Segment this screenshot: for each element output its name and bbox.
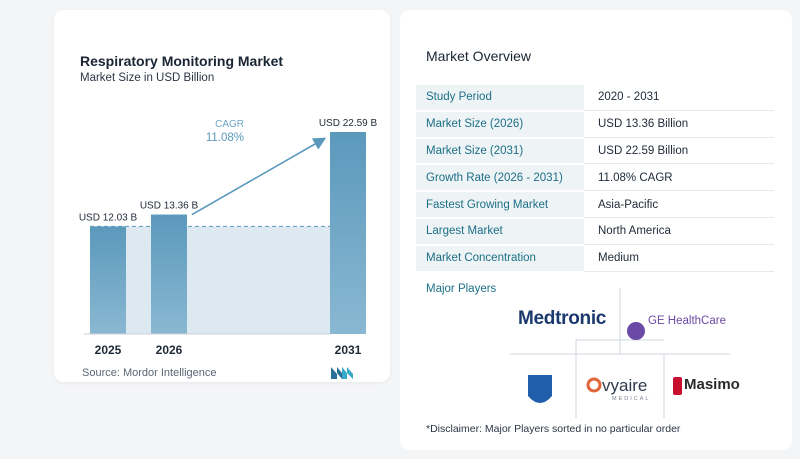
philips-logo: PHILIPS	[528, 367, 554, 374]
data-label-2026: USD 13.36 B	[140, 201, 199, 212]
table-row: Study Period 2020 - 2031	[416, 85, 774, 112]
bar-2031	[330, 132, 366, 334]
row-label: Market Size (2031)	[416, 138, 584, 165]
row-label: Largest Market	[416, 218, 584, 245]
row-label: Growth Rate (2026 - 2031)	[416, 165, 584, 192]
cagr-arrow	[191, 137, 327, 216]
row-value: Medium	[584, 246, 774, 272]
chart-title: Respiratory Monitoring Market	[80, 53, 284, 69]
table-row: Growth Rate (2026 - 2031) 11.08% CAGR	[416, 165, 774, 193]
major-players-title: Major Players	[426, 283, 497, 295]
row-value: Asia-Pacific	[584, 192, 774, 218]
source-note: Source: Mordor Intelligence	[82, 367, 217, 379]
medtronic-logo: Medtronic	[518, 308, 607, 329]
row-label: Market Size (2026)	[416, 111, 584, 138]
tick-label-2031: 2031	[335, 343, 362, 357]
bar-chart: CAGR 11.08% USD 12.03 B 2025 USD 13.36 B 20…	[79, 118, 378, 357]
tick-label-2025: 2025	[95, 343, 122, 357]
row-value: North America	[584, 219, 774, 245]
table-row: Fastest Growing Market Asia-Pacific	[416, 192, 774, 219]
market-overview-panel: Market Overview Study Period 2020 - 2031 …	[400, 10, 792, 450]
chart-card: Respiratory Monitoring Market Market Siz…	[54, 10, 390, 382]
vyaire-logo: vyaire	[602, 376, 648, 395]
mordor-logo-icon	[331, 367, 353, 379]
chart-subtitle: Market Size in USD Billion	[80, 72, 215, 84]
ge-healthcare-logo: GE HealthCare	[648, 315, 726, 327]
disclaimer-note: *Disclaimer: Major Players sorted in no …	[426, 423, 681, 435]
vyaire-orb-icon	[586, 377, 602, 393]
table-row: Market Size (2031) USD 22.59 Billion	[416, 138, 774, 166]
reference-area	[90, 226, 330, 334]
tick-label-2026: 2026	[156, 343, 183, 357]
masimo-mark-icon	[673, 377, 682, 395]
row-label: Study Period	[416, 85, 584, 111]
row-value: USD 13.36 Billion	[584, 112, 774, 138]
cagr-value: 11.08%	[206, 132, 244, 144]
table-row: Largest Market North America	[416, 218, 774, 246]
philips-shield-icon	[528, 375, 552, 403]
row-value: 11.08% CAGR	[584, 165, 774, 192]
players-grid	[510, 288, 730, 418]
bar-2026	[151, 214, 187, 334]
row-value: 2020 - 2031	[584, 85, 774, 111]
row-label: Fastest Growing Market	[416, 192, 584, 218]
bar-2025	[90, 226, 126, 334]
overview-table: Study Period 2020 - 2031 Market Size (202…	[416, 85, 774, 273]
row-value: USD 22.59 Billion	[584, 139, 774, 165]
vyaire-sub-label: MEDICAL	[612, 396, 651, 402]
ge-healthcare-icon	[627, 322, 645, 340]
table-row: Market Concentration Medium	[416, 245, 774, 273]
table-row: Market Size (2026) USD 13.36 Billion	[416, 111, 774, 139]
masimo-logo: Masimo	[684, 376, 740, 393]
overview-title: Market Overview	[426, 48, 532, 64]
cagr-label: CAGR	[215, 119, 244, 130]
row-label: Market Concentration	[416, 245, 584, 272]
data-label-2031: USD 22.59 B	[319, 118, 378, 129]
data-label-2025: USD 12.03 B	[79, 212, 138, 223]
